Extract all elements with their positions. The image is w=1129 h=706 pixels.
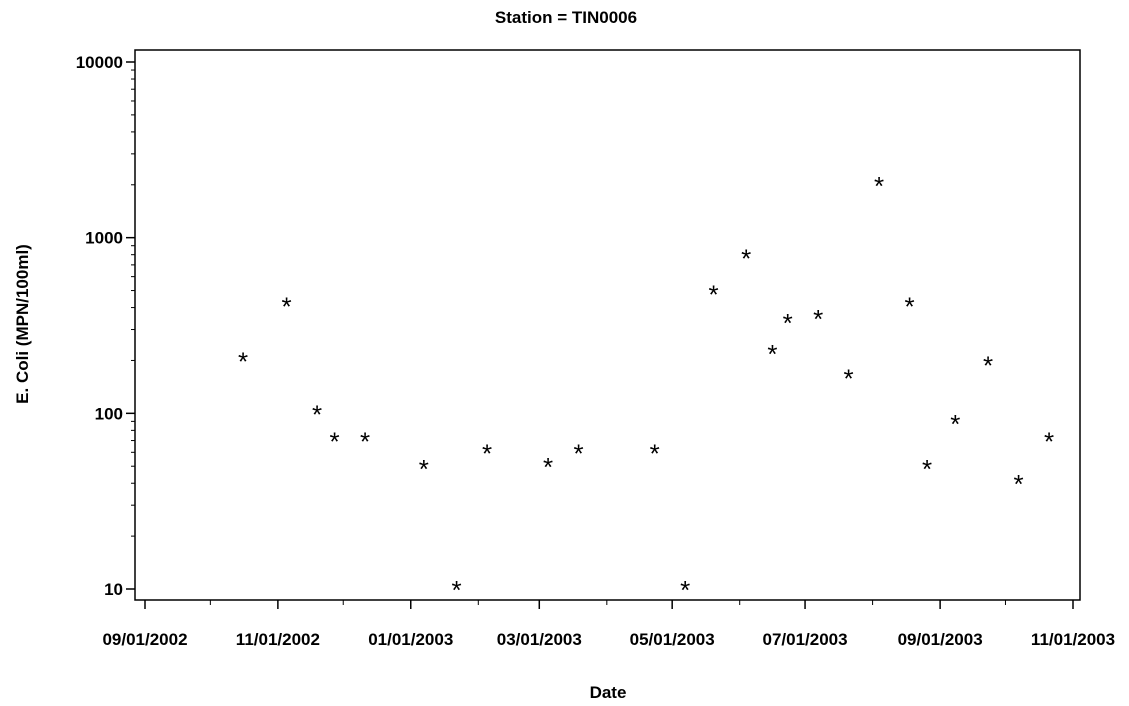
x-tick-label: 11/01/2002 bbox=[236, 630, 320, 649]
x-axis: 09/01/2002 11/01/2002 01/01/2003 03/01/2003… bbox=[102, 600, 1115, 649]
data-point: * bbox=[950, 409, 960, 439]
x-tick-label: 09/01/2002 bbox=[102, 630, 187, 649]
data-point: * bbox=[573, 438, 583, 468]
data-point: * bbox=[543, 452, 553, 482]
x-tick-label: 01/01/2003 bbox=[368, 630, 453, 649]
plot-frame bbox=[134, 49, 1081, 601]
data-point: * bbox=[482, 438, 492, 468]
data-point: * bbox=[983, 350, 993, 380]
data-point: * bbox=[360, 427, 370, 457]
data-points: * * * * * * * * * * * * * * * * * * * * * * * * * bbox=[238, 171, 1054, 605]
data-point: * bbox=[451, 575, 461, 605]
chart-title: Station = TIN0006 bbox=[495, 8, 637, 27]
y-tick-label: 100 bbox=[95, 404, 123, 423]
x-tick-label: 03/01/2003 bbox=[497, 630, 582, 649]
x-axis-label: Date bbox=[590, 683, 627, 702]
data-point: * bbox=[844, 363, 854, 393]
data-point: * bbox=[709, 280, 719, 310]
y-tick-label: 10000 bbox=[76, 53, 123, 72]
data-point: * bbox=[282, 292, 292, 322]
data-point: * bbox=[419, 454, 429, 484]
data-point: * bbox=[1044, 427, 1054, 457]
x-tick-label: 09/01/2003 bbox=[898, 630, 983, 649]
data-point: * bbox=[650, 438, 660, 468]
data-point: * bbox=[1013, 469, 1023, 499]
data-point: * bbox=[905, 292, 915, 322]
data-point: * bbox=[312, 399, 322, 429]
x-tick-label: 05/01/2003 bbox=[630, 630, 715, 649]
y-axis: 10 100 1000 10000 bbox=[76, 53, 135, 599]
data-point: * bbox=[922, 454, 932, 484]
data-point: * bbox=[783, 308, 793, 338]
y-tick-label: 1000 bbox=[85, 229, 123, 248]
data-point: * bbox=[680, 575, 690, 605]
data-point: * bbox=[874, 171, 884, 201]
data-point: * bbox=[238, 346, 248, 376]
y-tick-label: 10 bbox=[104, 580, 123, 599]
data-point: * bbox=[813, 304, 823, 334]
x-tick-label: 11/01/2003 bbox=[1031, 630, 1115, 649]
data-point: * bbox=[767, 339, 777, 369]
data-point: * bbox=[329, 427, 339, 457]
data-point: * bbox=[741, 244, 751, 274]
y-axis-label: E. Coli (MPN/100ml) bbox=[13, 244, 32, 404]
x-tick-label: 07/01/2003 bbox=[763, 630, 848, 649]
